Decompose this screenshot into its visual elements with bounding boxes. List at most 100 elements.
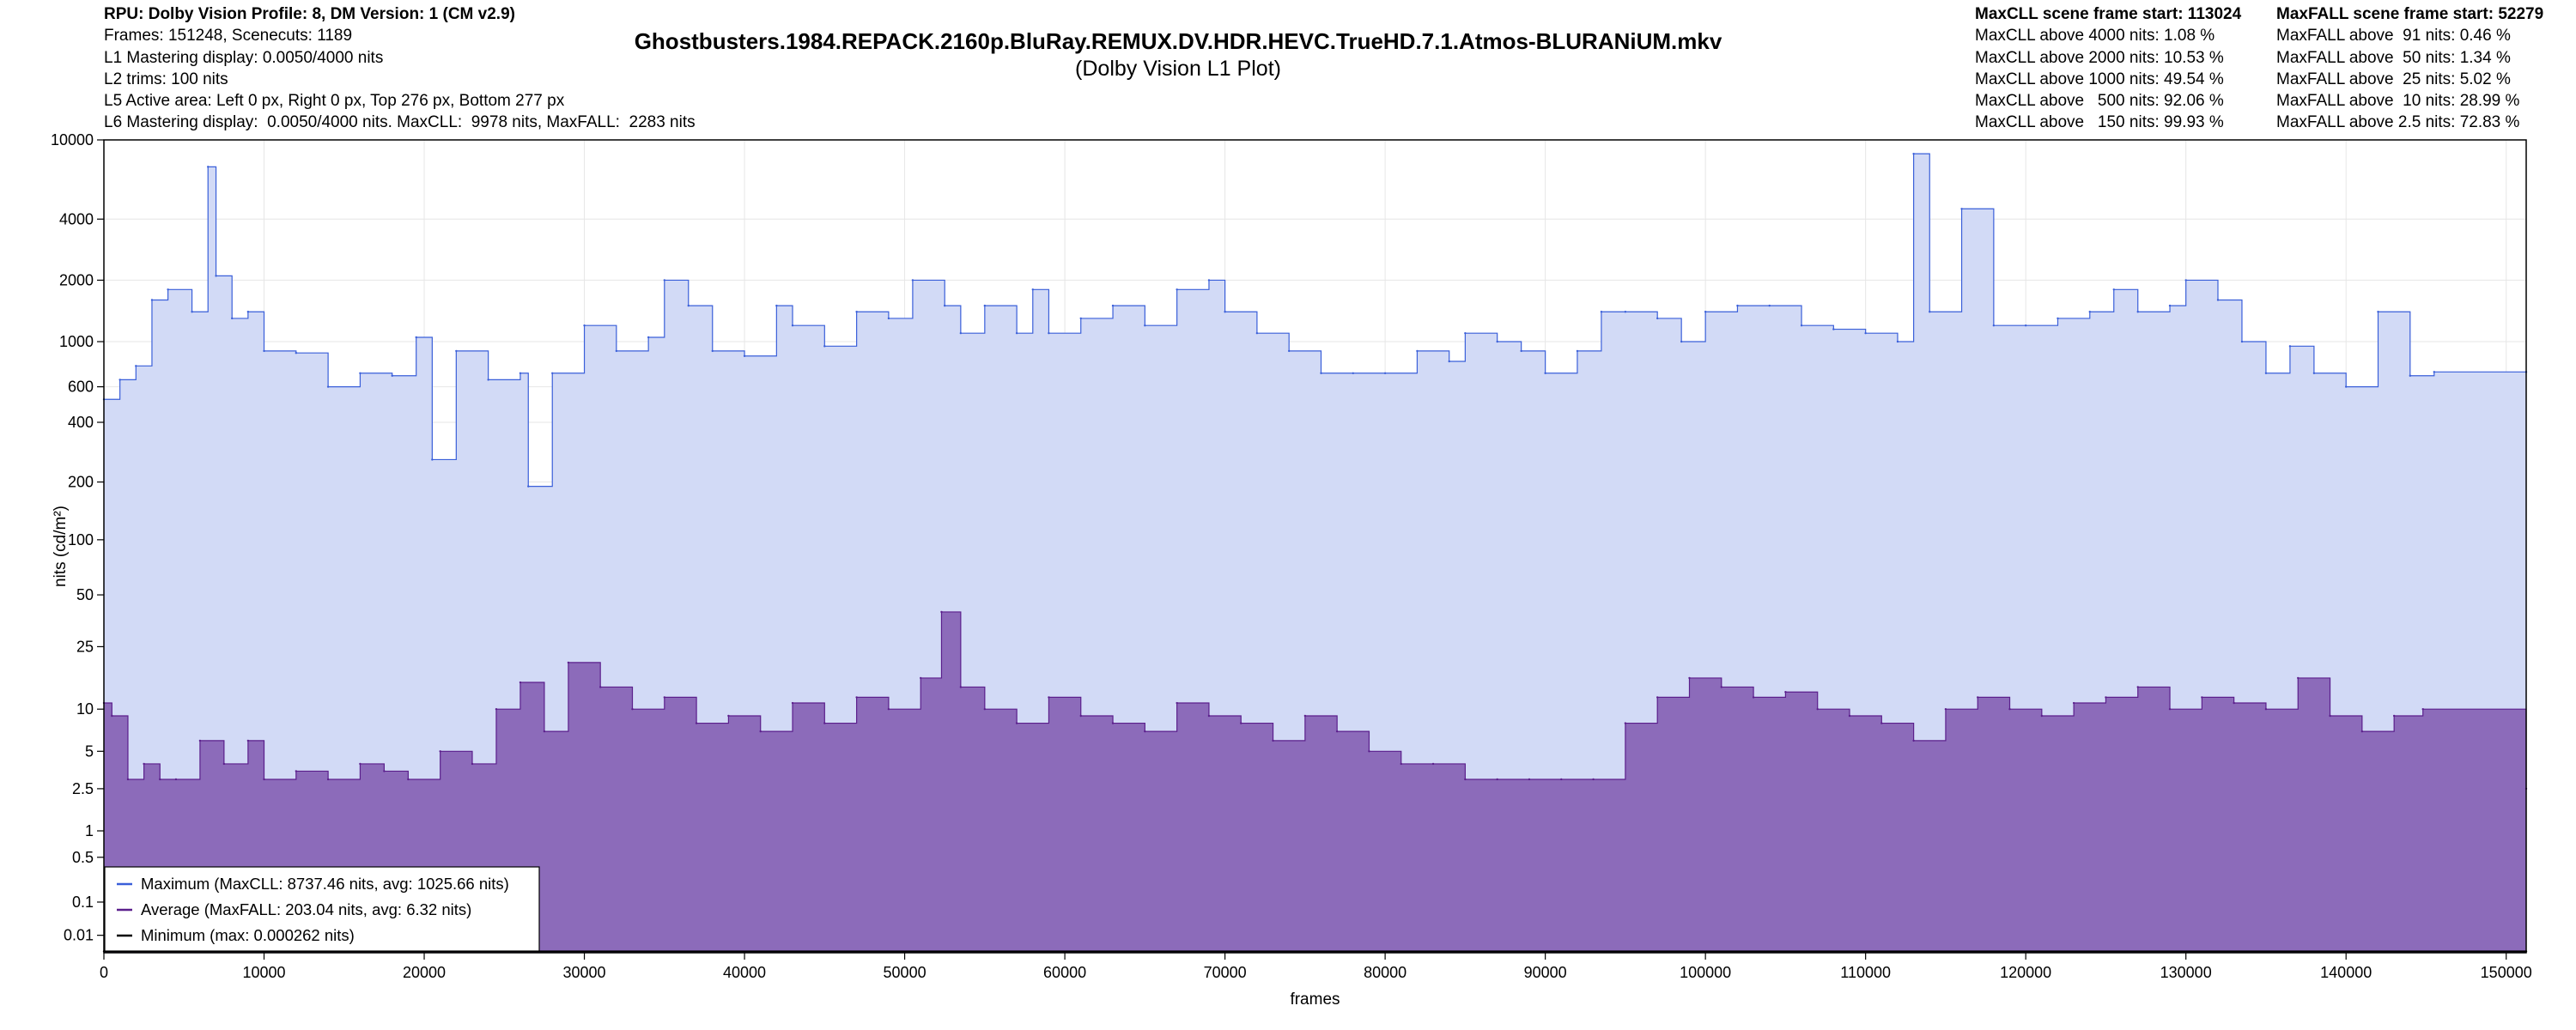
- legend-label: Minimum (max: 0.000262 nits): [141, 926, 355, 944]
- maximum-point: [359, 372, 361, 374]
- average-point: [983, 707, 987, 711]
- maximum-point: [1320, 372, 1322, 374]
- maximum-point: [1736, 304, 1739, 307]
- average-point: [1528, 778, 1531, 781]
- maximum-point: [855, 311, 858, 313]
- y-tick-label: 5: [85, 742, 94, 760]
- average-point: [791, 701, 794, 705]
- average-point: [887, 707, 890, 711]
- x-tick-label: 30000: [563, 964, 606, 981]
- maxcll-stat-line: MaxCLL scene frame start: 113024: [1975, 5, 2242, 23]
- average-point: [1464, 778, 1467, 781]
- maximum-point: [135, 365, 137, 367]
- average-point: [2040, 714, 2044, 718]
- y-tick-label: 0.01: [64, 927, 94, 944]
- y-tick-label: 0.1: [72, 894, 94, 911]
- average-point: [2136, 686, 2139, 688]
- maximum-point: [983, 304, 987, 307]
- average-point: [1656, 696, 1659, 699]
- maximum-point: [326, 385, 330, 388]
- average-point: [631, 707, 634, 711]
- maximum-point: [519, 372, 522, 374]
- average-point: [2392, 714, 2396, 718]
- legend-label: Average (MaxFALL: 203.04 nits, avg: 6.32…: [141, 900, 471, 918]
- x-tick-label: 20000: [403, 964, 446, 981]
- average-point: [1207, 714, 1211, 718]
- maximum-point: [2024, 324, 2027, 327]
- x-axis: 0 10000 20000 30000 40000 50000 60000 70000 8000…: [100, 953, 2532, 981]
- maximum-point: [615, 349, 618, 353]
- y-tick-label: 4000: [59, 210, 94, 227]
- average-point: [159, 778, 161, 781]
- rpu-info-line: Frames: 151248, Scenecuts: 1189: [104, 27, 353, 45]
- x-tick-label: 60000: [1043, 964, 1086, 981]
- average-point: [143, 762, 145, 766]
- maximum-point: [1929, 311, 1931, 313]
- x-tick-label: 120000: [2000, 964, 2051, 981]
- maximum-point: [1624, 311, 1627, 313]
- maximum-point: [1176, 288, 1178, 291]
- maxfall-stat-line: MaxFALL scene frame start: 52279: [2276, 5, 2544, 23]
- maximum-point: [887, 317, 890, 320]
- average-point: [326, 778, 330, 781]
- x-tick-label: 100000: [1680, 964, 1731, 981]
- maxcll-stat-line: MaxCLL above 2000 nits: 10.53 %: [1975, 48, 2224, 67]
- rpu-info-line: L2 trims: 100 nits: [104, 70, 228, 88]
- maximum-point: [295, 352, 298, 354]
- x-tick-label: 150000: [2481, 964, 2532, 981]
- average-point: [2201, 696, 2203, 699]
- average-point: [519, 681, 522, 684]
- average-point: [855, 696, 858, 699]
- maximum-point: [1800, 324, 1803, 327]
- maximum-point: [1048, 331, 1050, 335]
- y-tick-label: 50: [76, 586, 94, 603]
- maximum-point: [1031, 288, 1034, 291]
- average-point: [663, 696, 666, 699]
- average-point: [1048, 696, 1050, 699]
- x-tick-label: 80000: [1364, 964, 1406, 981]
- average-point: [471, 762, 474, 766]
- maximum-point: [263, 349, 265, 353]
- maximum-point: [1448, 360, 1450, 363]
- average-point: [1720, 686, 1723, 688]
- average-point: [1431, 762, 1435, 766]
- x-tick-label: 70000: [1204, 964, 1247, 981]
- x-tick-label: 130000: [2160, 964, 2212, 981]
- average-point: [940, 610, 943, 614]
- maximum-point: [2112, 288, 2115, 291]
- maximum-point: [150, 299, 154, 301]
- maximum-point: [2433, 371, 2435, 373]
- maximum-point: [911, 279, 914, 282]
- maximum-point: [1896, 340, 1899, 343]
- maximum-point: [1680, 340, 1683, 343]
- maximum-point: [2409, 374, 2412, 377]
- maximum-point: [775, 304, 778, 307]
- y-tick-label: 1: [85, 822, 94, 839]
- average-point: [1688, 676, 1691, 680]
- average-point: [1880, 722, 1883, 724]
- y-tick-label: 0.5: [72, 849, 94, 866]
- average-point: [2008, 707, 2011, 711]
- maximum-point: [2184, 279, 2187, 282]
- maximum-point: [527, 485, 530, 488]
- maximum-point: [1520, 349, 1522, 353]
- average-point: [695, 722, 698, 724]
- y-tick-label: 10: [76, 700, 94, 718]
- average-point: [222, 762, 226, 766]
- chart-title: Ghostbusters.1984.REPACK.2160p.BluRay.RE…: [634, 28, 1722, 54]
- average-point: [1240, 722, 1242, 724]
- maximum-point: [2168, 304, 2172, 307]
- average-point: [174, 778, 178, 781]
- average-point: [1912, 739, 1915, 742]
- maximum-point: [2312, 372, 2316, 374]
- average-point: [543, 730, 546, 733]
- average-point: [1624, 722, 1627, 724]
- maximum-point: [1288, 349, 1291, 353]
- maximum-point: [1576, 349, 1579, 353]
- maximum-point: [2345, 385, 2348, 388]
- maximum-point: [415, 336, 417, 339]
- rpu-info-line: RPU: Dolby Vision Profile: 8, DM Version…: [104, 5, 515, 23]
- maximum-point: [1015, 331, 1018, 335]
- y-tick-label: 2.5: [72, 780, 94, 797]
- maximum-point: [431, 458, 434, 461]
